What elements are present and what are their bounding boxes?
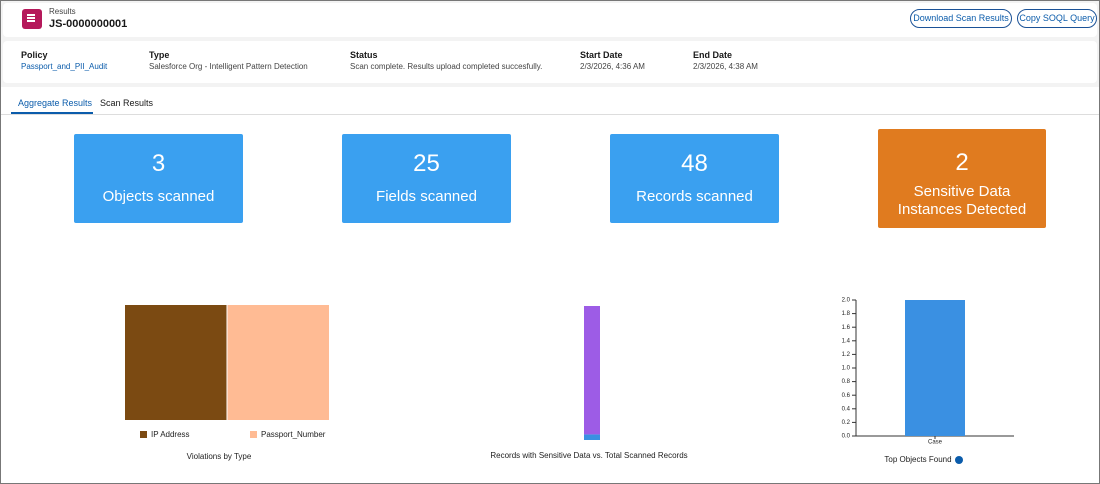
stat-label: Records scanned <box>636 188 753 205</box>
treemap-cell <box>227 305 329 420</box>
detail-value: 2/3/2026, 4:38 AM <box>693 62 758 71</box>
stat-value: 48 <box>681 150 708 177</box>
bar-segment <box>584 306 600 435</box>
tab-rule <box>1 114 1099 115</box>
stat-card: 3 Objects scanned <box>74 134 243 223</box>
chart-title: Records with Sensitive Data vs. Total Sc… <box>490 451 687 460</box>
stat-value: 2 <box>955 149 969 176</box>
download-button[interactable]: Download Scan Results <box>910 9 1012 28</box>
tab[interactable]: Scan Results <box>100 98 154 108</box>
x-tick-label: Case <box>928 440 943 446</box>
detail-label: Start Date <box>580 50 623 60</box>
y-tick-label: 0.2 <box>842 420 851 426</box>
y-tick-label: 0.8 <box>842 379 851 385</box>
y-tick-label: 1.4 <box>842 338 851 344</box>
treemap-cell <box>125 305 227 420</box>
stat-label: Objects scanned <box>102 188 215 205</box>
chart-title: Violations by Type <box>187 452 252 461</box>
y-tick-label: 0.6 <box>842 393 851 399</box>
stat-card: 2 Sensitive Data Instances Detected <box>878 129 1046 228</box>
stat-label: Sensitive Data Instances Detected <box>897 183 1027 218</box>
legend-label: Passport_Number <box>261 430 326 439</box>
legend-swatch <box>140 431 147 438</box>
detail-value[interactable]: Passport_and_PII_Audit <box>21 62 108 71</box>
detail-label: Type <box>149 50 170 60</box>
stat-value: 25 <box>413 150 440 177</box>
details-card <box>3 41 1097 83</box>
y-tick-label: 1.6 <box>842 325 851 331</box>
bar-segment <box>584 434 600 440</box>
legend-swatch <box>250 431 257 438</box>
stat-card: 48 Records scanned <box>610 134 779 223</box>
y-tick-label: 2.0 <box>842 298 851 304</box>
bar <box>905 300 965 436</box>
stat-label: Fields scanned <box>376 188 477 205</box>
detail-value: 2/3/2026, 4:36 AM <box>580 62 645 71</box>
stat-card: 25 Fields scanned <box>342 134 511 223</box>
detail-value: Salesforce Org - Intelligent Pattern Det… <box>149 62 308 71</box>
y-tick-label: 0.0 <box>842 434 851 440</box>
y-tick-label: 1.8 <box>842 311 851 317</box>
detail-label: Status <box>350 50 378 60</box>
tab[interactable]: Aggregate Results <box>18 98 93 108</box>
detail-label: End Date <box>693 50 733 60</box>
stat-value: 3 <box>151 150 166 177</box>
y-tick-label: 0.4 <box>842 406 851 412</box>
active-tab-indicator <box>11 112 93 114</box>
info-icon <box>955 456 963 464</box>
y-tick-label: 1.0 <box>842 366 851 372</box>
chart-title: Top Objects Found <box>884 455 951 464</box>
header-label: Results <box>49 7 76 16</box>
header-title: JS-0000000001 <box>49 18 128 30</box>
detail-label: Policy <box>21 50 48 60</box>
copy-query-button[interactable]: Copy SOQL Query <box>1017 9 1097 28</box>
record-icon <box>22 9 42 29</box>
detail-value: Scan complete. Results upload completed … <box>350 62 543 71</box>
legend-label: IP Address <box>151 430 190 439</box>
y-tick-label: 1.2 <box>842 352 851 358</box>
